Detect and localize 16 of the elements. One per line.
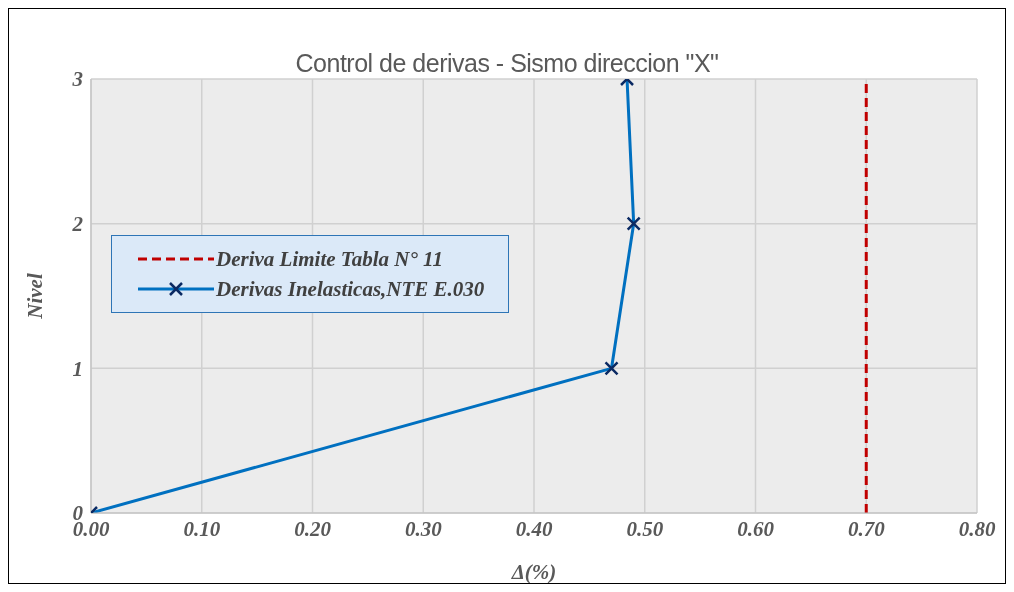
legend-label: Derivas Inelasticas,NTE E.030 (216, 276, 485, 302)
y-tick-label: 2 (71, 212, 84, 237)
y-axis-title: Nivel (23, 273, 48, 320)
x-tick-label: 0.70 (847, 516, 886, 541)
chart-title: Control de derivas - Sismo direccion "X" (295, 49, 719, 77)
x-tick-label: 0.10 (183, 516, 221, 541)
legend-label: Deriva Limite Tabla N° 11 (216, 246, 443, 272)
x-tick-label: 0.40 (515, 516, 553, 541)
x-tick-label: 0.60 (737, 516, 775, 541)
x-axis-title: Δ(%) (510, 560, 557, 584)
x-tick-label: 0.50 (626, 516, 664, 541)
x-tick-label: 0.30 (404, 516, 443, 541)
y-tick-label: 3 (71, 67, 83, 92)
y-tick-label: 1 (72, 356, 83, 381)
x-tick-label: 0.80 (958, 516, 996, 541)
x-tick-label: 0.20 (294, 516, 332, 541)
